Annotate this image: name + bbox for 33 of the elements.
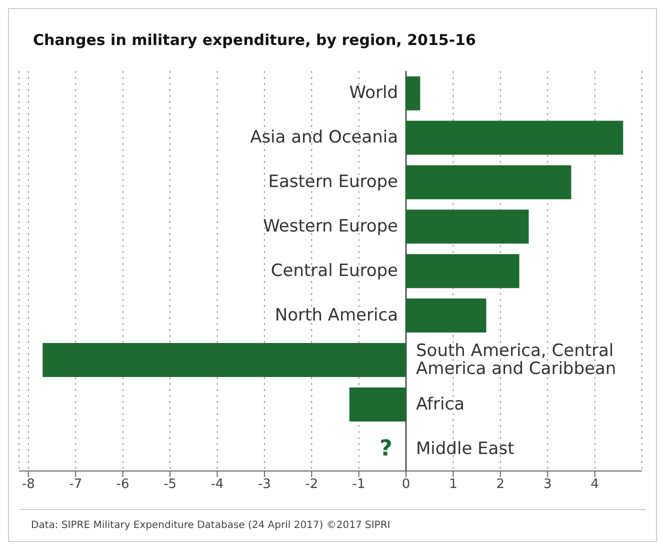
y-tick-label: World bbox=[349, 83, 398, 104]
chart-title: Changes in military expenditure, by region, 2015-16 bbox=[32, 30, 477, 51]
x-tick-label: -6 bbox=[116, 477, 130, 492]
y-tick-label: Asia and Oceania bbox=[250, 128, 398, 148]
bar bbox=[42, 343, 406, 377]
y-tick-label: South America, Central America and Caribbean bbox=[416, 340, 616, 379]
x-tick-label: -5 bbox=[164, 477, 177, 492]
bar bbox=[349, 387, 406, 422]
x-tick-label: -8 bbox=[22, 477, 35, 492]
x-tick-label: -3 bbox=[258, 477, 271, 492]
y-tick-label: Western Europe bbox=[263, 216, 398, 237]
x-tick-label: 0 bbox=[402, 477, 410, 492]
y-tick-label: Africa bbox=[416, 394, 465, 414]
bar bbox=[406, 120, 624, 155]
annotation: ? bbox=[380, 436, 392, 462]
bar bbox=[406, 165, 572, 200]
bar bbox=[406, 76, 420, 110]
x-tick-label: 1 bbox=[449, 477, 458, 492]
y-tick-label: Central Europe bbox=[270, 261, 398, 281]
bar bbox=[406, 210, 529, 244]
x-tick-label: -2 bbox=[305, 477, 318, 492]
x-tick-label: -7 bbox=[69, 477, 82, 492]
x-tick-label: -4 bbox=[210, 477, 224, 492]
bar bbox=[406, 254, 520, 288]
x-tick-label: -1 bbox=[352, 477, 366, 492]
x-tick-label: 3 bbox=[543, 477, 552, 492]
y-tick-label: North America bbox=[274, 305, 398, 326]
text: Data: SIPRE Military Expenditure Database (24 April 2017) ©2017 SIPRI bbox=[19, 509, 646, 541]
bar bbox=[406, 298, 486, 333]
y-tick-label: Eastern Europe bbox=[268, 172, 398, 192]
x-tick-label: 4 bbox=[590, 477, 599, 492]
x-tick-label: 2 bbox=[496, 477, 505, 492]
y-tick-label: Middle East bbox=[416, 438, 515, 459]
